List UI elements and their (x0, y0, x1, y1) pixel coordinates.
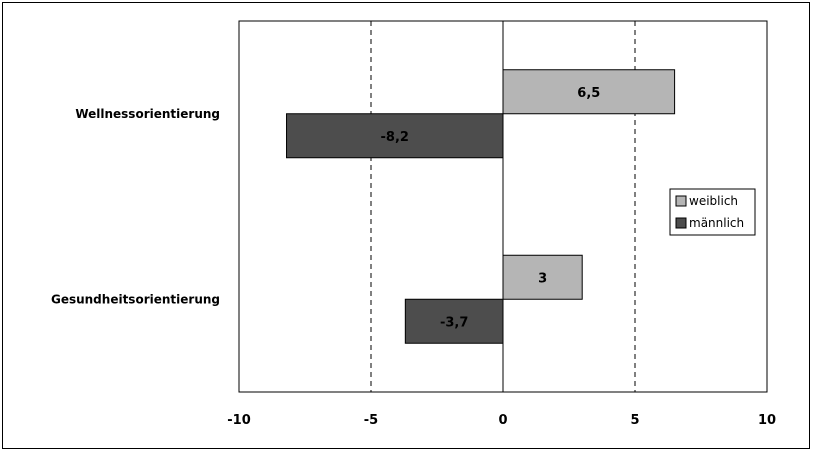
bar-weiblich (502, 69, 676, 115)
plot-area: -10 -5 0 5 10 Wellnessorientierung 6,5 -8,2 Gesu… (51, 20, 776, 428)
data-label: 3 (538, 271, 547, 286)
x-tick-label: 5 (630, 413, 639, 428)
x-tick-label: 0 (498, 413, 507, 428)
bar-maennlich (286, 113, 504, 159)
legend: weiblich männlich (669, 188, 756, 236)
legend-label-maennlich: männlich (689, 216, 744, 230)
data-label: 6,5 (577, 86, 600, 101)
category-label: Gesundheitsorientierung (51, 292, 220, 306)
legend-swatch-weiblich (675, 195, 687, 207)
legend-label-weiblich: weiblich (689, 194, 738, 208)
bar-weiblich (502, 254, 583, 300)
x-tick-label: 10 (758, 413, 776, 428)
legend-swatch-maennlich (675, 217, 687, 229)
bar-maennlich (404, 298, 504, 344)
data-label: -8,2 (381, 130, 409, 145)
x-tick-label: -5 (364, 413, 378, 428)
category-label: Wellnessorientierung (75, 107, 220, 121)
x-tick-label: -10 (227, 413, 251, 428)
data-label: -3,7 (440, 315, 468, 330)
